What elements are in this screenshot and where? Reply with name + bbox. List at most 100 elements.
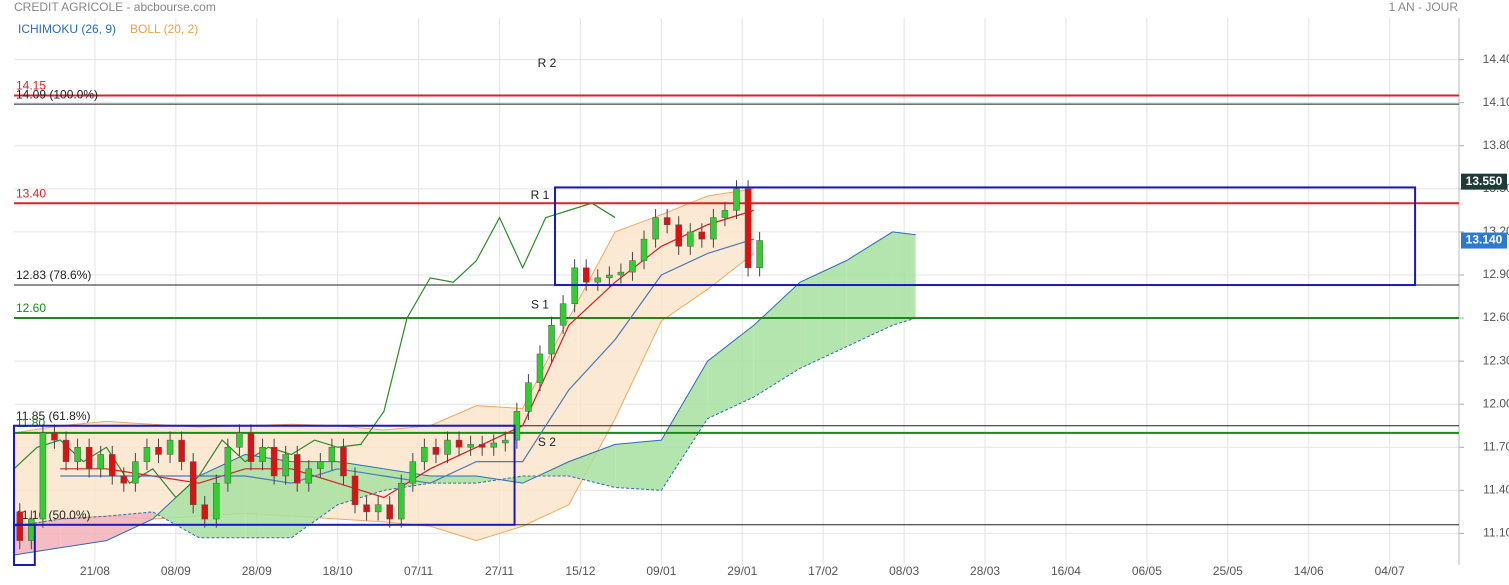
candle-body xyxy=(28,518,35,541)
candle-body xyxy=(224,447,232,484)
cloud-span-a xyxy=(13,231,916,556)
price-badge-label: 13.140 xyxy=(1466,233,1503,247)
x-tick-label: 06/05 xyxy=(1132,564,1162,578)
y-tick-label: 11.400 xyxy=(1483,483,1509,497)
cloud-span-b xyxy=(13,317,916,539)
x-tick-label: 21/08 xyxy=(80,564,110,578)
candle-body xyxy=(386,504,393,520)
cloud-segment xyxy=(14,519,61,555)
candle-body xyxy=(201,504,208,520)
indicator-label: BOLL (20, 2) xyxy=(130,22,198,36)
cloud-segment xyxy=(615,440,662,491)
candle-body xyxy=(143,447,151,462)
candle-body xyxy=(247,432,255,462)
candle-body xyxy=(478,444,486,448)
candle-body xyxy=(455,439,463,448)
candle-body xyxy=(259,447,266,462)
x-tick-label: 14/06 xyxy=(1294,564,1324,578)
candle-body xyxy=(536,353,544,383)
candle-body xyxy=(293,454,301,484)
candle-body xyxy=(282,454,289,477)
indicator-line xyxy=(60,209,755,499)
candle-body xyxy=(490,442,497,448)
price-badge-label: 13.550 xyxy=(1466,174,1503,188)
level-label: 11.85 (61.8%) xyxy=(16,409,91,423)
candle-body xyxy=(213,482,220,520)
candle-body xyxy=(421,447,428,462)
candle-body xyxy=(444,439,451,455)
candle-body xyxy=(305,468,313,484)
level-label: 12.60 xyxy=(16,301,46,315)
y-tick-label: 14.100 xyxy=(1483,95,1509,109)
x-tick-label: 28/09 xyxy=(242,564,272,578)
annotation: R 1 xyxy=(531,188,550,202)
zone-box xyxy=(554,186,1417,287)
y-tick-label: 11.700 xyxy=(1483,439,1509,453)
x-tick-label: 18/10 xyxy=(323,564,353,578)
candle-body xyxy=(687,231,694,247)
cloud-segment xyxy=(106,511,153,541)
chart-title: CREDIT AGRICOLE - abcbourse.com xyxy=(14,0,216,14)
candle-body xyxy=(721,210,729,218)
x-tick-label: 17/02 xyxy=(808,564,838,578)
candle-body xyxy=(51,432,58,441)
cloud-segment xyxy=(892,231,916,326)
level-label: 14.15 xyxy=(16,79,46,93)
level-label: 11.80 xyxy=(16,416,45,430)
x-tick-label: 15/12 xyxy=(565,564,595,578)
candle-body xyxy=(582,267,590,283)
candle-body xyxy=(351,475,359,505)
candle-body xyxy=(374,504,382,513)
candle-body xyxy=(109,454,116,477)
cloud-segment xyxy=(753,282,801,398)
x-tick-label: 27/11 xyxy=(485,564,514,578)
cloud-segment xyxy=(707,325,754,419)
indicator-label: ICHIMOKU (26, 9) xyxy=(18,22,116,36)
candle-body xyxy=(640,238,648,261)
candle-body xyxy=(97,454,104,470)
x-tick-label: 08/09 xyxy=(161,564,191,578)
candle-body xyxy=(328,447,336,462)
cloud-segment xyxy=(291,461,338,538)
zone-box xyxy=(13,424,516,526)
zone-box xyxy=(13,523,36,567)
candle-body xyxy=(166,439,174,455)
candle-body xyxy=(559,303,567,326)
candle-body xyxy=(606,274,613,279)
candle-body xyxy=(663,217,671,225)
level-label: 14.09 (100.0%) xyxy=(16,87,98,101)
y-tick-label: 13.800 xyxy=(1483,138,1509,152)
candle-body xyxy=(236,432,243,448)
chart-subtitle: 1 AN - JOUR xyxy=(1389,0,1459,14)
cloud-segment xyxy=(152,475,199,538)
y-tick-label: 12.600 xyxy=(1483,310,1509,324)
x-tick-label: 04/07 xyxy=(1375,564,1405,578)
candle-body xyxy=(270,447,278,477)
candle-body xyxy=(502,439,509,444)
candle-body xyxy=(467,444,474,448)
candle-body xyxy=(744,188,752,269)
candle-body xyxy=(363,504,370,513)
candle-body xyxy=(39,432,47,520)
candle-body xyxy=(16,511,24,541)
x-tick-label: 08/03 xyxy=(889,564,919,578)
candle-body xyxy=(398,482,405,520)
x-tick-label: 29/01 xyxy=(727,564,757,578)
x-tick-label: 07/11 xyxy=(404,564,433,578)
y-tick-label: 14.400 xyxy=(1483,52,1509,66)
candle-body xyxy=(85,447,93,470)
bollinger-upper xyxy=(13,188,754,434)
annotation: R 2 xyxy=(538,56,557,70)
y-tick-label: 12.000 xyxy=(1483,396,1509,410)
candle-body xyxy=(432,447,440,455)
candle-body xyxy=(710,217,717,240)
candle-body xyxy=(756,240,763,269)
price-badge xyxy=(1461,232,1507,249)
level-label: 12.83 (78.6%) xyxy=(16,268,91,282)
y-tick-label: 12.300 xyxy=(1483,353,1509,367)
candle-body xyxy=(698,231,706,240)
candle-body xyxy=(617,271,625,276)
cloud-segment xyxy=(245,454,292,538)
candle-body xyxy=(675,224,682,247)
